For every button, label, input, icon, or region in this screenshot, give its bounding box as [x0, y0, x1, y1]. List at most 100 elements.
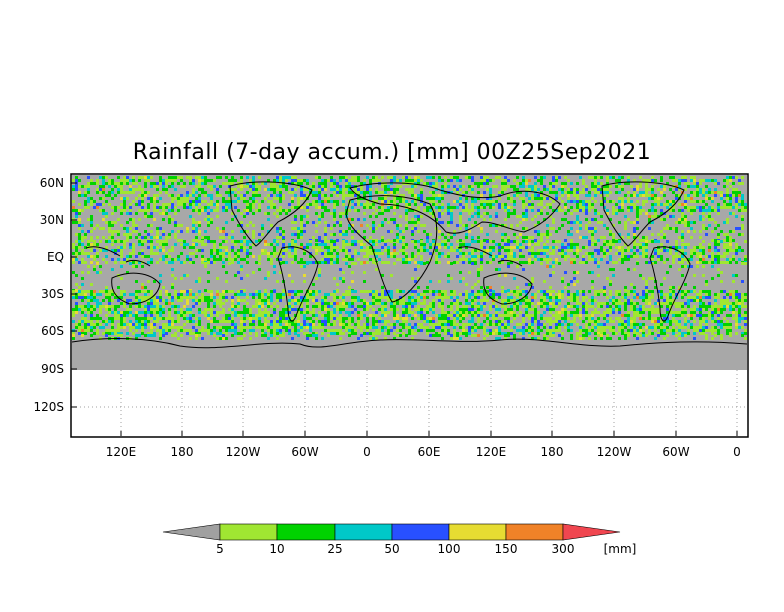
rain-cell — [636, 188, 639, 191]
rain-cell — [600, 194, 603, 197]
rain-cell — [156, 261, 159, 264]
rain-cell — [483, 200, 486, 203]
rain-cell — [294, 243, 297, 246]
rain-cell — [99, 293, 102, 296]
rain-cell — [600, 249, 603, 252]
rain-cell — [735, 290, 738, 293]
rain-cell — [240, 185, 243, 188]
rain-cell — [495, 255, 498, 258]
rain-cell — [381, 274, 384, 277]
rain-cell — [171, 206, 174, 209]
rain-cell — [465, 206, 468, 209]
rain-cell — [210, 311, 213, 314]
rain-cell — [357, 305, 360, 308]
rain-cell — [672, 200, 675, 203]
rain-cell — [636, 206, 639, 209]
rain-cell — [597, 188, 600, 191]
rain-cell — [309, 320, 312, 323]
rain-cell — [555, 296, 558, 299]
rain-cell — [129, 227, 132, 230]
rain-cell — [237, 296, 240, 299]
rain-cell — [477, 296, 480, 299]
rain-cell — [492, 179, 495, 182]
rain-cell — [276, 230, 279, 233]
rain-cell — [453, 233, 456, 236]
rain-cell — [255, 305, 258, 308]
rain-cell — [675, 255, 678, 258]
rain-cell — [189, 176, 192, 179]
rain-cell — [132, 218, 135, 221]
rain-cell — [129, 218, 132, 221]
rain-cell — [513, 203, 516, 206]
rain-cell — [372, 261, 375, 264]
rain-cell — [642, 311, 645, 314]
rain-cell — [477, 317, 480, 320]
rain-cell — [453, 317, 456, 320]
rain-cell — [102, 320, 105, 323]
rain-cell — [486, 261, 489, 264]
rain-cell — [78, 218, 81, 221]
rain-cell — [162, 206, 165, 209]
rain-cell — [525, 188, 528, 191]
rain-cell — [651, 305, 654, 308]
rain-cell — [75, 185, 78, 188]
rain-cell — [363, 280, 366, 283]
rain-cell — [171, 230, 174, 233]
rain-cell — [717, 274, 720, 277]
rain-cell — [339, 302, 342, 305]
rain-cell — [90, 305, 93, 308]
rain-cell — [219, 243, 222, 246]
rain-cell — [231, 188, 234, 191]
rain-cell — [414, 299, 417, 302]
rain-cell — [630, 185, 633, 188]
rain-cell — [621, 209, 624, 212]
rain-cell — [666, 200, 669, 203]
rain-cell — [627, 258, 630, 261]
rain-cell — [309, 261, 312, 264]
rain-cell — [306, 209, 309, 212]
rain-cell — [114, 311, 117, 314]
rain-cell — [561, 317, 564, 320]
rain-cell — [333, 302, 336, 305]
rain-cell — [528, 249, 531, 252]
rain-cell — [192, 203, 195, 206]
rain-cell — [621, 185, 624, 188]
rain-cell — [639, 182, 642, 185]
rain-cell — [624, 286, 627, 289]
rain-cell — [339, 185, 342, 188]
rain-cell — [132, 246, 135, 249]
rain-cell — [630, 308, 633, 311]
rain-cell — [627, 249, 630, 252]
rain-cell — [564, 305, 567, 308]
rain-cell — [90, 283, 93, 286]
rain-cell — [666, 308, 669, 311]
rain-cell — [732, 212, 735, 215]
rain-cell — [546, 212, 549, 215]
rain-cell — [645, 194, 648, 197]
rain-cell — [312, 308, 315, 311]
rain-cell — [525, 302, 528, 305]
rain-cell — [573, 277, 576, 280]
rain-cell — [291, 320, 294, 323]
rain-cell — [576, 302, 579, 305]
rain-cell — [306, 188, 309, 191]
rain-cell — [375, 296, 378, 299]
rain-cell — [471, 255, 474, 258]
rain-cell — [420, 243, 423, 246]
rain-cell — [552, 314, 555, 317]
rain-cell — [315, 317, 318, 320]
rain-cell — [489, 188, 492, 191]
rain-cell — [312, 200, 315, 203]
rain-cell — [138, 299, 141, 302]
rain-cell — [543, 246, 546, 249]
rain-cell — [240, 249, 243, 252]
rain-cell — [693, 296, 696, 299]
rain-cell — [588, 290, 591, 293]
rain-cell — [621, 314, 624, 317]
rain-cell — [192, 221, 195, 224]
rain-cell — [90, 230, 93, 233]
rain-cell — [504, 233, 507, 236]
rain-cell — [450, 209, 453, 212]
rain-cell — [534, 293, 537, 296]
rain-cell — [372, 302, 375, 305]
